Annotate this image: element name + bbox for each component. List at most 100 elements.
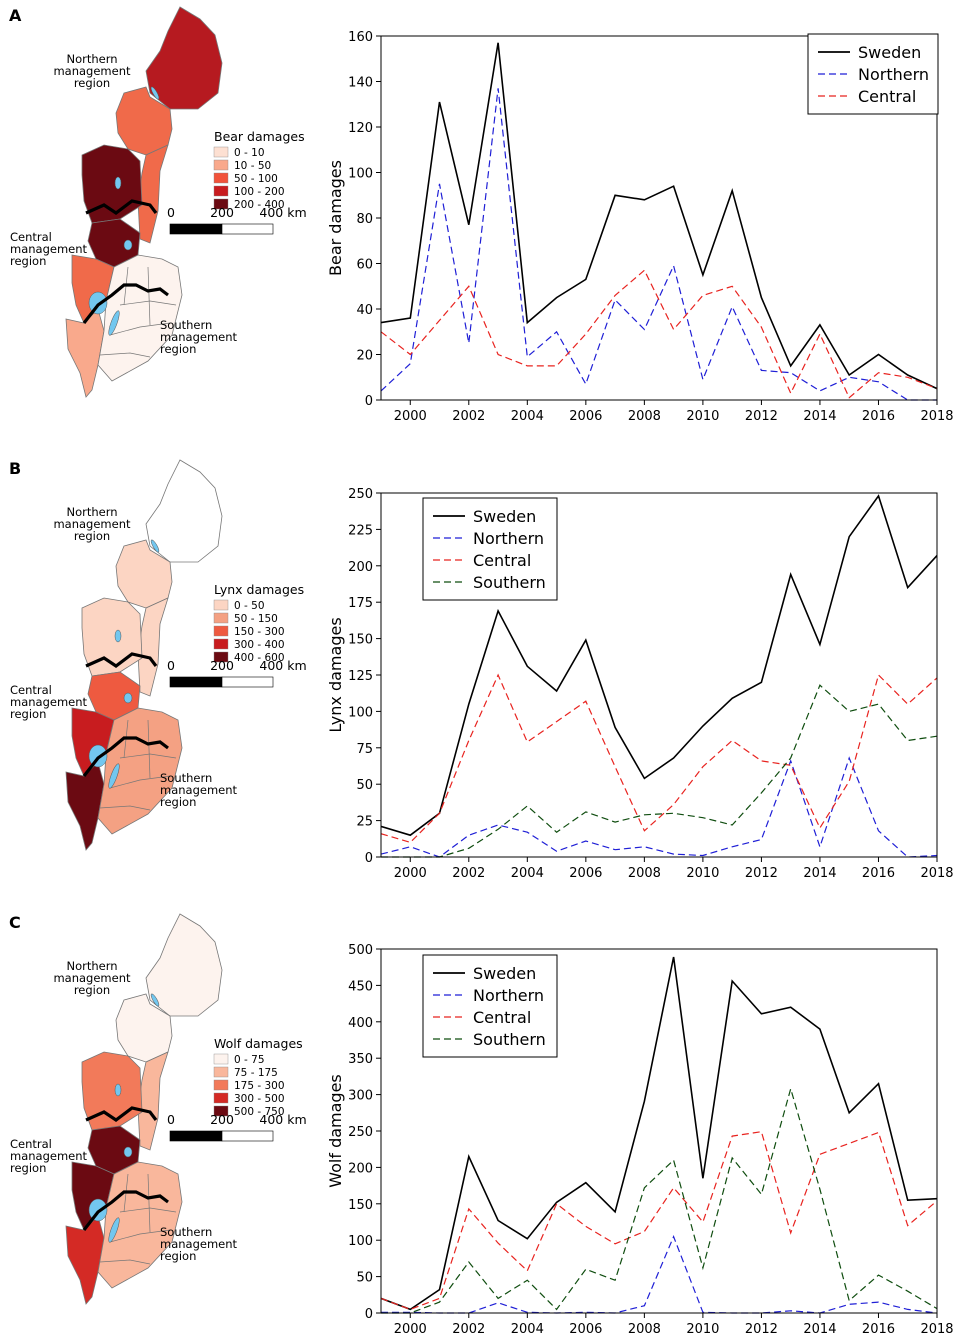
scale-label: 0	[167, 205, 175, 220]
lake-storsjon	[114, 629, 122, 643]
x-tick-label: 2010	[686, 866, 719, 881]
series-line-southern	[381, 1086, 938, 1314]
y-tick-label: 100	[348, 167, 373, 182]
county-divider	[147, 1173, 151, 1233]
x-tick-label: 2004	[511, 1322, 544, 1337]
scale-bar-white	[221, 223, 274, 235]
county-divider	[99, 805, 151, 811]
y-tick-label: 450	[348, 979, 373, 994]
southern-region-label: Southern	[160, 1225, 212, 1239]
y-tick-label: 100	[348, 1234, 373, 1249]
y-tick-label: 250	[348, 1125, 373, 1140]
lake-vattern	[108, 310, 120, 336]
legend-entry: 75 - 175	[234, 1067, 278, 1079]
legend-title: Lynx damages	[214, 582, 304, 597]
map-panel-B: BNorthernmanagementregionCentralmanageme…	[9, 459, 307, 851]
legend-label-central: Central	[858, 87, 916, 106]
southern-region-label: Southern	[160, 771, 212, 785]
series-line-central	[380, 269, 938, 399]
county-divider	[147, 719, 151, 779]
x-tick-label: 2008	[628, 866, 661, 881]
northern-region-label: management	[53, 64, 131, 78]
northern-central-boundary	[85, 199, 158, 215]
map-panel-A: ANorthernmanagementregionCentralmanageme…	[9, 6, 307, 398]
series-line-sweden	[380, 494, 938, 837]
legend-swatch	[213, 198, 229, 210]
y-tick-label: 20	[356, 349, 373, 364]
y-tick-label: 300	[348, 1089, 373, 1104]
legend-label-northern: Northern	[858, 65, 929, 84]
series-line-sweden	[380, 42, 938, 390]
legend-swatch	[213, 172, 229, 184]
chart-1: 0 20 40 60 80 100 120 140 160 2000 2002 2004 2006 200…	[326, 30, 954, 424]
panel-label: A	[9, 6, 22, 25]
scale-label: 200	[210, 658, 234, 673]
y-tick-label: 160	[348, 30, 373, 45]
northern-region-label: region	[74, 76, 110, 90]
x-tick-label: 2006	[569, 409, 602, 424]
county-divider	[119, 1207, 177, 1213]
county-divider	[109, 1229, 171, 1243]
x-tick-label: 2002	[452, 866, 485, 881]
x-tick-label: 2012	[745, 866, 778, 881]
legend-label-sweden: Sweden	[473, 507, 536, 526]
county-divider	[119, 753, 177, 759]
northern-region-label: region	[74, 529, 110, 543]
scale-bar-black	[169, 223, 223, 235]
central-region-label: management	[10, 1149, 88, 1163]
legend-entry: 175 - 300	[234, 1080, 285, 1092]
central-region-label: Central	[10, 683, 52, 697]
county-norrbotten	[145, 459, 223, 563]
legend-entry: 100 - 200	[234, 186, 285, 198]
legend-swatch	[213, 638, 229, 650]
southern-region-label: management	[160, 330, 238, 344]
lake-north	[150, 993, 160, 1007]
y-tick-label: 75	[356, 742, 373, 757]
y-tick-label: 500	[348, 943, 373, 958]
series-line-northern	[380, 756, 938, 858]
legend-label-southern: Southern	[473, 1030, 546, 1049]
scale-bar-black	[169, 1130, 223, 1142]
y-tick-label: 0	[365, 394, 373, 409]
x-tick-label: 2016	[862, 409, 895, 424]
legend-label-central: Central	[473, 551, 531, 570]
series-line-sweden	[380, 956, 938, 1311]
scale-label: 400 km	[259, 205, 306, 220]
map-panel-C: CNorthernmanagementregionCentralmanageme…	[9, 913, 307, 1305]
legend-entry: 150 - 300	[234, 626, 285, 638]
y-tick-label: 150	[348, 1198, 373, 1213]
county-divider	[99, 1259, 151, 1265]
northern-central-boundary	[85, 652, 158, 668]
legend-swatch	[213, 1079, 229, 1091]
county-divider	[119, 300, 177, 306]
series-line-northern	[381, 1235, 938, 1314]
x-tick-label: 2014	[803, 866, 836, 881]
x-tick-label: 2002	[452, 1322, 485, 1337]
series-line-southern	[381, 684, 938, 858]
lake-siljan	[123, 1146, 133, 1158]
legend-label-southern: Southern	[473, 573, 546, 592]
x-tick-label: 2012	[745, 1322, 778, 1337]
county-divider	[99, 352, 151, 358]
northern-region-label: region	[74, 983, 110, 997]
y-tick-label: 225	[348, 523, 373, 538]
central-region-label: region	[10, 1161, 46, 1175]
x-tick-label: 2006	[569, 866, 602, 881]
x-tick-label: 2000	[394, 1322, 427, 1337]
maps-layer: ANorthernmanagementregionCentralmanageme…	[9, 6, 307, 1305]
legend-label-sweden: Sweden	[858, 43, 921, 62]
legend-title: Bear damages	[214, 129, 305, 144]
county-vasternorrland	[137, 597, 169, 697]
x-tick-label: 2000	[394, 866, 427, 881]
legend-entry: 50 - 100	[234, 173, 278, 185]
y-tick-label: 50	[356, 1271, 373, 1286]
x-tick-label: 2018	[920, 866, 953, 881]
legend-swatch	[213, 1053, 229, 1065]
central-region-label: region	[10, 254, 46, 268]
legend-entry: 0 - 10	[234, 147, 265, 159]
x-tick-label: 2010	[686, 1322, 719, 1337]
central-region-label: region	[10, 707, 46, 721]
northern-region-label: Northern	[66, 959, 117, 973]
